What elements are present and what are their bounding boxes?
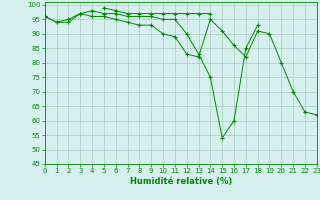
X-axis label: Humidité relative (%): Humidité relative (%) — [130, 177, 232, 186]
